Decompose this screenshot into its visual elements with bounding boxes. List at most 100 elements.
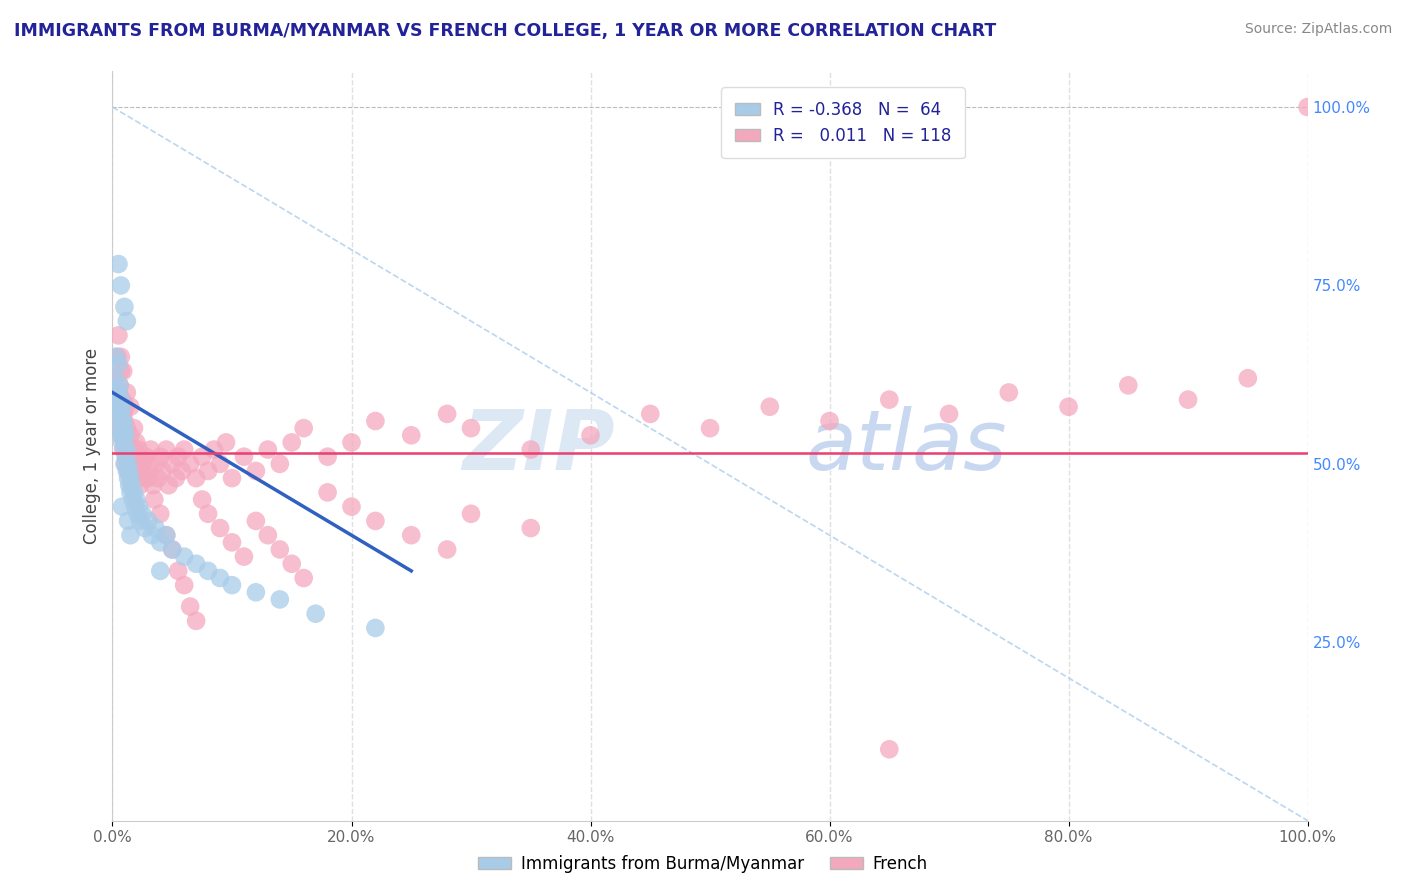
Point xyxy=(112,364,135,378)
Point xyxy=(155,442,177,457)
Point xyxy=(105,400,128,414)
Text: Source: ZipAtlas.com: Source: ZipAtlas.com xyxy=(1244,22,1392,37)
Point xyxy=(120,457,142,471)
Point xyxy=(114,428,136,442)
Point xyxy=(938,407,960,421)
Point xyxy=(131,457,153,471)
Text: ZIP: ZIP xyxy=(461,406,614,486)
Point xyxy=(155,528,177,542)
Point xyxy=(202,442,225,457)
Point xyxy=(117,464,139,478)
Point xyxy=(121,478,143,492)
Point xyxy=(110,392,132,407)
Point xyxy=(269,542,291,557)
Point xyxy=(269,592,291,607)
Point xyxy=(221,535,243,549)
Point xyxy=(117,457,139,471)
Point xyxy=(1296,100,1319,114)
Point xyxy=(114,450,136,464)
Point xyxy=(191,492,214,507)
Point xyxy=(149,535,172,549)
Point xyxy=(114,421,135,435)
Point xyxy=(197,564,219,578)
Point xyxy=(120,471,142,485)
Y-axis label: College, 1 year or more: College, 1 year or more xyxy=(83,348,101,544)
Point xyxy=(129,514,152,528)
Point xyxy=(114,414,135,428)
Point xyxy=(110,407,132,421)
Point xyxy=(111,428,134,442)
Point xyxy=(818,414,841,428)
Point xyxy=(162,542,183,557)
Point xyxy=(138,464,160,478)
Point xyxy=(436,407,458,421)
Point xyxy=(186,557,208,571)
Point xyxy=(340,500,363,514)
Point xyxy=(115,385,138,400)
Point xyxy=(129,478,152,492)
Point xyxy=(143,492,166,507)
Point xyxy=(120,400,142,414)
Point xyxy=(152,464,174,478)
Point xyxy=(579,428,602,442)
Point xyxy=(167,564,190,578)
Point xyxy=(107,385,129,400)
Point xyxy=(167,450,190,464)
Point xyxy=(104,371,127,385)
Point xyxy=(127,507,149,521)
Point xyxy=(115,314,138,328)
Point xyxy=(699,421,721,435)
Point xyxy=(122,485,145,500)
Point xyxy=(131,507,153,521)
Point xyxy=(105,400,128,414)
Point xyxy=(281,435,304,450)
Point xyxy=(998,385,1021,400)
Point xyxy=(124,500,146,514)
Point xyxy=(117,514,139,528)
Point xyxy=(118,464,141,478)
Point xyxy=(107,257,129,271)
Text: IMMIGRANTS FROM BURMA/MYANMAR VS FRENCH COLLEGE, 1 YEAR OR MORE CORRELATION CHAR: IMMIGRANTS FROM BURMA/MYANMAR VS FRENCH … xyxy=(14,22,997,40)
Point xyxy=(115,450,138,464)
Point xyxy=(145,521,167,535)
Point xyxy=(114,300,135,314)
Point xyxy=(401,428,423,442)
Point xyxy=(460,507,482,521)
Point xyxy=(292,421,315,435)
Point xyxy=(257,528,280,542)
Point xyxy=(112,407,135,421)
Point xyxy=(197,507,219,521)
Point xyxy=(112,414,135,428)
Point xyxy=(221,471,243,485)
Point xyxy=(1177,392,1199,407)
Point xyxy=(759,400,782,414)
Point xyxy=(186,614,208,628)
Point xyxy=(292,571,315,585)
Point xyxy=(179,457,201,471)
Point xyxy=(245,514,267,528)
Point xyxy=(121,492,143,507)
Point xyxy=(233,450,256,464)
Point xyxy=(118,478,141,492)
Point xyxy=(155,528,177,542)
Point xyxy=(1237,371,1260,385)
Point xyxy=(114,442,135,457)
Text: atlas: atlas xyxy=(806,406,1007,486)
Point xyxy=(112,442,135,457)
Point xyxy=(111,392,134,407)
Point xyxy=(186,471,208,485)
Point xyxy=(105,385,128,400)
Point xyxy=(173,578,195,592)
Point xyxy=(120,485,142,500)
Point xyxy=(121,450,143,464)
Point xyxy=(157,478,180,492)
Point xyxy=(107,407,129,421)
Point xyxy=(120,528,142,542)
Point xyxy=(121,464,143,478)
Point xyxy=(134,521,156,535)
Point xyxy=(340,435,363,450)
Point xyxy=(105,350,128,364)
Point xyxy=(124,457,146,471)
Point xyxy=(112,428,135,442)
Point xyxy=(111,414,134,428)
